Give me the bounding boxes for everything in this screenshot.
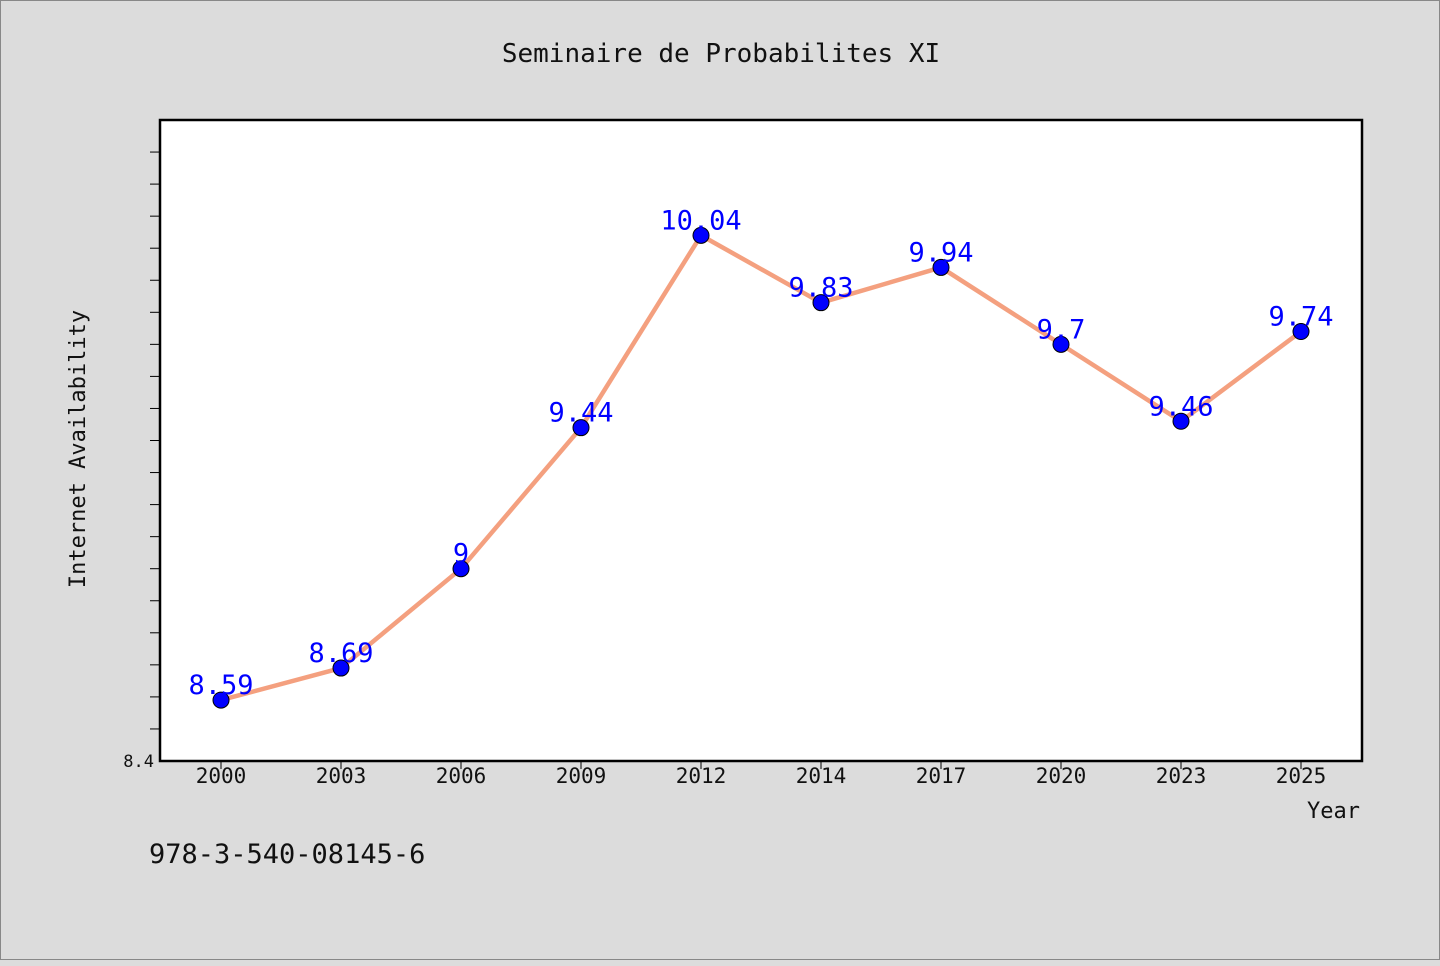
data-labels-group: 8.59 8.69 9 9.44 10.04 9.83 9.94 9.7 9.46 9.74	[188, 205, 1333, 701]
data-point	[452, 560, 470, 578]
y-tick-label: 8.4	[123, 752, 154, 772]
data-point	[1052, 335, 1070, 353]
x-axis-tick-labels: 2000 2003 2006 2009 2012 2014 2017 2020 2023 2025	[196, 764, 1327, 788]
data-point	[932, 258, 950, 276]
data-label: 9	[453, 539, 469, 570]
data-label: 9.74	[1268, 302, 1333, 333]
x-tick-label: 2023	[1156, 764, 1207, 788]
x-tick-label: 2014	[796, 764, 847, 788]
x-tick-label: 2025	[1276, 764, 1327, 788]
x-tick-label: 2006	[436, 764, 487, 788]
markers-group	[212, 226, 1310, 709]
data-point	[692, 226, 710, 244]
y-axis-tick-labels: 8.4	[123, 752, 154, 772]
x-tick-label: 2000	[196, 764, 247, 788]
data-point	[1292, 323, 1310, 341]
x-tick-label: 2009	[556, 764, 607, 788]
data-point	[212, 691, 230, 709]
data-label: 10.04	[660, 205, 741, 236]
x-tick-label: 2020	[1036, 764, 1087, 788]
data-point	[572, 419, 590, 437]
x-axis-ticks	[220, 761, 1302, 769]
data-label: 8.69	[308, 638, 373, 669]
series-line-group	[218, 233, 1304, 703]
data-point	[812, 294, 830, 312]
data-label: 9.46	[1148, 391, 1213, 422]
series-line	[218, 233, 1304, 703]
chart-title: Seminaire de Probabilites XI	[502, 39, 940, 69]
x-tick-label: 2003	[316, 764, 367, 788]
x-axis-label: Year	[1307, 799, 1360, 824]
data-label: 9.44	[548, 398, 613, 429]
y-axis-label: Internet Availability	[66, 310, 91, 588]
data-label: 9.7	[1037, 314, 1086, 345]
data-point	[332, 659, 350, 677]
data-label: 9.94	[908, 237, 973, 268]
data-label: 9.83	[788, 273, 853, 304]
x-tick-label: 2017	[916, 764, 967, 788]
data-label: 8.59	[188, 670, 253, 701]
y-axis-ticks	[150, 151, 160, 730]
x-tick-label: 2012	[676, 764, 727, 788]
isbn-text: 978-3-540-08145-6	[149, 839, 425, 870]
data-point	[1172, 412, 1190, 430]
